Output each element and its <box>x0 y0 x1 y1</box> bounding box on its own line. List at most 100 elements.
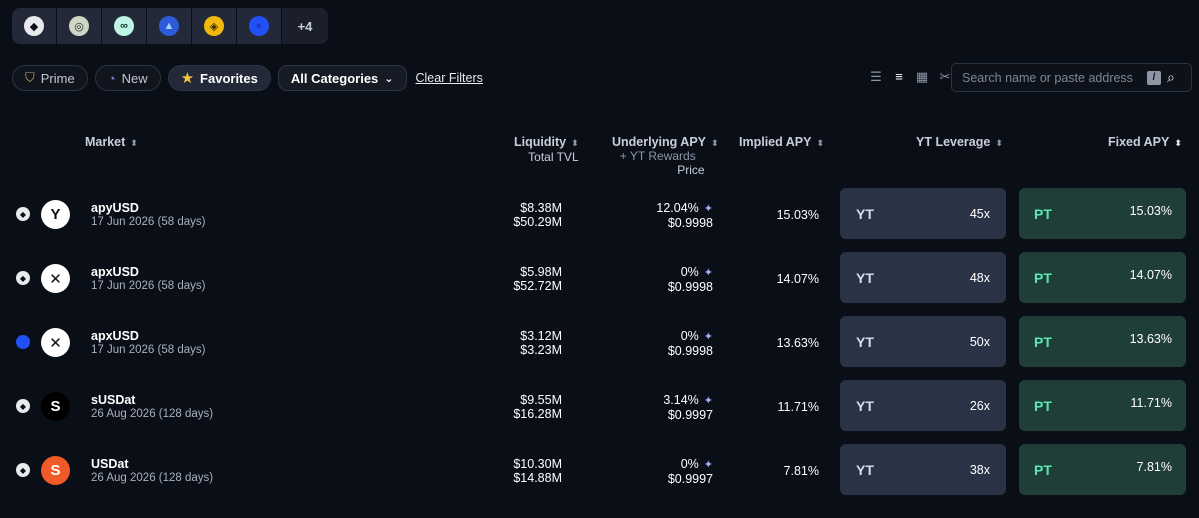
search-icon[interactable]: ⌕ <box>1167 69 1175 85</box>
liquidity-value: $8.38M <box>520 201 562 215</box>
chain-tab[interactable]: ● <box>237 8 282 44</box>
chevron-down-icon: ⌄ <box>384 72 394 85</box>
sonic-icon: ◎ <box>69 16 89 36</box>
table-row[interactable]: ◆ S sUSDat 26 Aug 2026 (128 days) $9.55M… <box>0 380 1199 432</box>
pt-button[interactable]: PT 7.81% <box>1019 444 1186 495</box>
price-value: $0.9998 <box>667 344 713 358</box>
hyperevm-icon: ∞ <box>114 16 134 36</box>
liquidity-value: $5.98M <box>520 265 562 279</box>
grid-view-icon[interactable]: ▦ <box>915 69 929 84</box>
fixed-apy-value: 14.07% <box>1129 268 1172 282</box>
underlying-apy-cell: 0% ✦ $0.9997 <box>668 457 713 486</box>
fixed-apy-value: 11.71% <box>1130 396 1172 410</box>
header-fixed-apy[interactable]: Fixed APY ⬍ <box>1108 135 1182 149</box>
market-logo: S <box>41 392 70 421</box>
tvl-value: $50.29M <box>513 215 562 229</box>
new-filter-button[interactable]: ◔ New <box>94 65 161 91</box>
view-toggle: ☰ ≡ ▦ ✂ <box>869 69 952 85</box>
clear-filters-link[interactable]: Clear Filters <box>415 71 483 85</box>
yt-leverage-value: 45x <box>969 207 990 221</box>
implied-apy-value: 15.03% <box>776 208 819 222</box>
header-underlying-label: Underlying APY <box>612 135 706 149</box>
header-implied-apy[interactable]: Implied APY ⬍ <box>739 135 824 149</box>
liquidity-cell: $10.30M $14.88M <box>513 457 562 485</box>
header-liquidity[interactable]: Liquidity ⬍ Total TVL <box>514 135 579 164</box>
underlying-apy-value: 0% <box>680 329 699 343</box>
yt-button[interactable]: YT 26x <box>840 380 1006 431</box>
implied-apy-value: 13.63% <box>776 336 819 350</box>
sparkle-icon[interactable]: ✦ <box>703 331 713 343</box>
tvl-value: $16.28M <box>513 407 562 421</box>
sparkle-icon[interactable]: ✦ <box>703 203 713 215</box>
arbitrum-icon: ▲ <box>159 16 179 36</box>
pt-button[interactable]: PT 15.03% <box>1019 188 1186 239</box>
table-row[interactable]: ✕ apxUSD 17 Jun 2026 (58 days) $3.12M $3… <box>0 316 1199 368</box>
market-name: apyUSD <box>91 201 139 215</box>
chain-tabs: ◆ ◎ ∞ ▲ ◈ ● +4 <box>12 8 328 44</box>
yt-button[interactable]: YT 50x <box>840 316 1006 367</box>
pt-button[interactable]: PT 14.07% <box>1019 252 1186 303</box>
market-name: apxUSD <box>91 329 139 343</box>
search-input[interactable] <box>962 70 1147 85</box>
price-value: $0.9997 <box>667 472 713 486</box>
list-detail-view-icon[interactable]: ☰ <box>870 69 882 84</box>
yt-label: YT <box>856 206 874 222</box>
pt-button[interactable]: PT 13.63% <box>1019 316 1186 367</box>
pt-button[interactable]: PT 11.71% <box>1019 380 1186 431</box>
underlying-apy-cell: 12.04% ✦ $0.9998 <box>656 201 713 230</box>
header-price-label: Price <box>677 163 705 177</box>
yt-label: YT <box>856 462 874 478</box>
sparkle-icon[interactable]: ✦ <box>703 267 713 279</box>
chain-tab[interactable]: ◈ <box>192 8 237 44</box>
header-underlying-apy[interactable]: Underlying APY ⬍ + YT Rewards Price <box>612 135 719 177</box>
yt-button[interactable]: YT 45x <box>840 188 1006 239</box>
categories-dropdown[interactable]: All Categories ⌄ <box>277 65 407 91</box>
chain-tab[interactable]: ◎ <box>57 8 102 44</box>
header-yt-rewards-label: + YT Rewards <box>619 149 696 163</box>
yt-button[interactable]: YT 48x <box>840 252 1006 303</box>
market-expiry: 26 Aug 2026 (128 days) <box>91 408 214 420</box>
tvl-value: $3.23M <box>520 343 562 357</box>
sparkle-icon[interactable]: ✦ <box>703 395 713 407</box>
ethereum-icon: ◆ <box>24 16 44 36</box>
tools-icon[interactable]: ✂ <box>939 69 951 84</box>
yt-leverage-value: 50x <box>969 335 990 349</box>
price-value: $0.9997 <box>667 408 713 422</box>
underlying-apy-value: 3.14% <box>663 393 699 407</box>
shield-icon: ⛉ <box>25 70 35 85</box>
liquidity-cell: $3.12M $3.23M <box>520 329 562 357</box>
chain-tab[interactable]: ◆ <box>12 8 57 44</box>
ethereum-icon: ◆ <box>16 463 30 477</box>
header-fixed-label: Fixed APY <box>1108 135 1170 149</box>
header-market[interactable]: Market ⬍ <box>85 135 138 149</box>
favorites-filter-button[interactable]: ★ Favorites <box>167 65 271 91</box>
header-yt-leverage[interactable]: YT Leverage ⬍ <box>916 135 1003 149</box>
base-icon: ● <box>249 16 269 36</box>
market-name: sUSDat <box>91 393 136 407</box>
yt-leverage-value: 38x <box>969 463 990 477</box>
market-name: apxUSD <box>91 265 139 279</box>
table-row[interactable]: ◆ S USDat 26 Aug 2026 (128 days) $10.30M… <box>0 444 1199 496</box>
header-tvl-label: Total TVL <box>528 150 579 164</box>
market-expiry: 17 Jun 2026 (58 days) <box>91 216 206 228</box>
sort-icon: ⬍ <box>571 138 579 148</box>
sort-icon: ⬍ <box>711 138 719 148</box>
sparkle-icon[interactable]: ✦ <box>703 459 713 471</box>
yt-button[interactable]: YT 38x <box>840 444 1006 495</box>
ethereum-icon: ◆ <box>16 399 30 413</box>
implied-apy-value: 7.81% <box>783 464 819 478</box>
fixed-apy-value: 7.81% <box>1136 460 1172 474</box>
yt-label: YT <box>856 334 874 350</box>
more-chains-button[interactable]: +4 <box>282 8 328 44</box>
slash-shortcut-badge: / <box>1147 70 1161 85</box>
table-row[interactable]: ◆ Y apyUSD 17 Jun 2026 (58 days) $8.38M … <box>0 188 1199 240</box>
pt-label: PT <box>1034 270 1052 286</box>
market-name: USDat <box>91 457 129 471</box>
prime-filter-button[interactable]: ⛉ Prime <box>12 65 88 91</box>
chain-tab[interactable]: ▲ <box>147 8 192 44</box>
header-implied-label: Implied APY <box>739 135 812 149</box>
table-row[interactable]: ◆ ✕ apxUSD 17 Jun 2026 (58 days) $5.98M … <box>0 252 1199 304</box>
list-view-icon[interactable]: ≡ <box>895 69 903 84</box>
chain-tab[interactable]: ∞ <box>102 8 147 44</box>
implied-apy-value: 14.07% <box>776 272 819 286</box>
